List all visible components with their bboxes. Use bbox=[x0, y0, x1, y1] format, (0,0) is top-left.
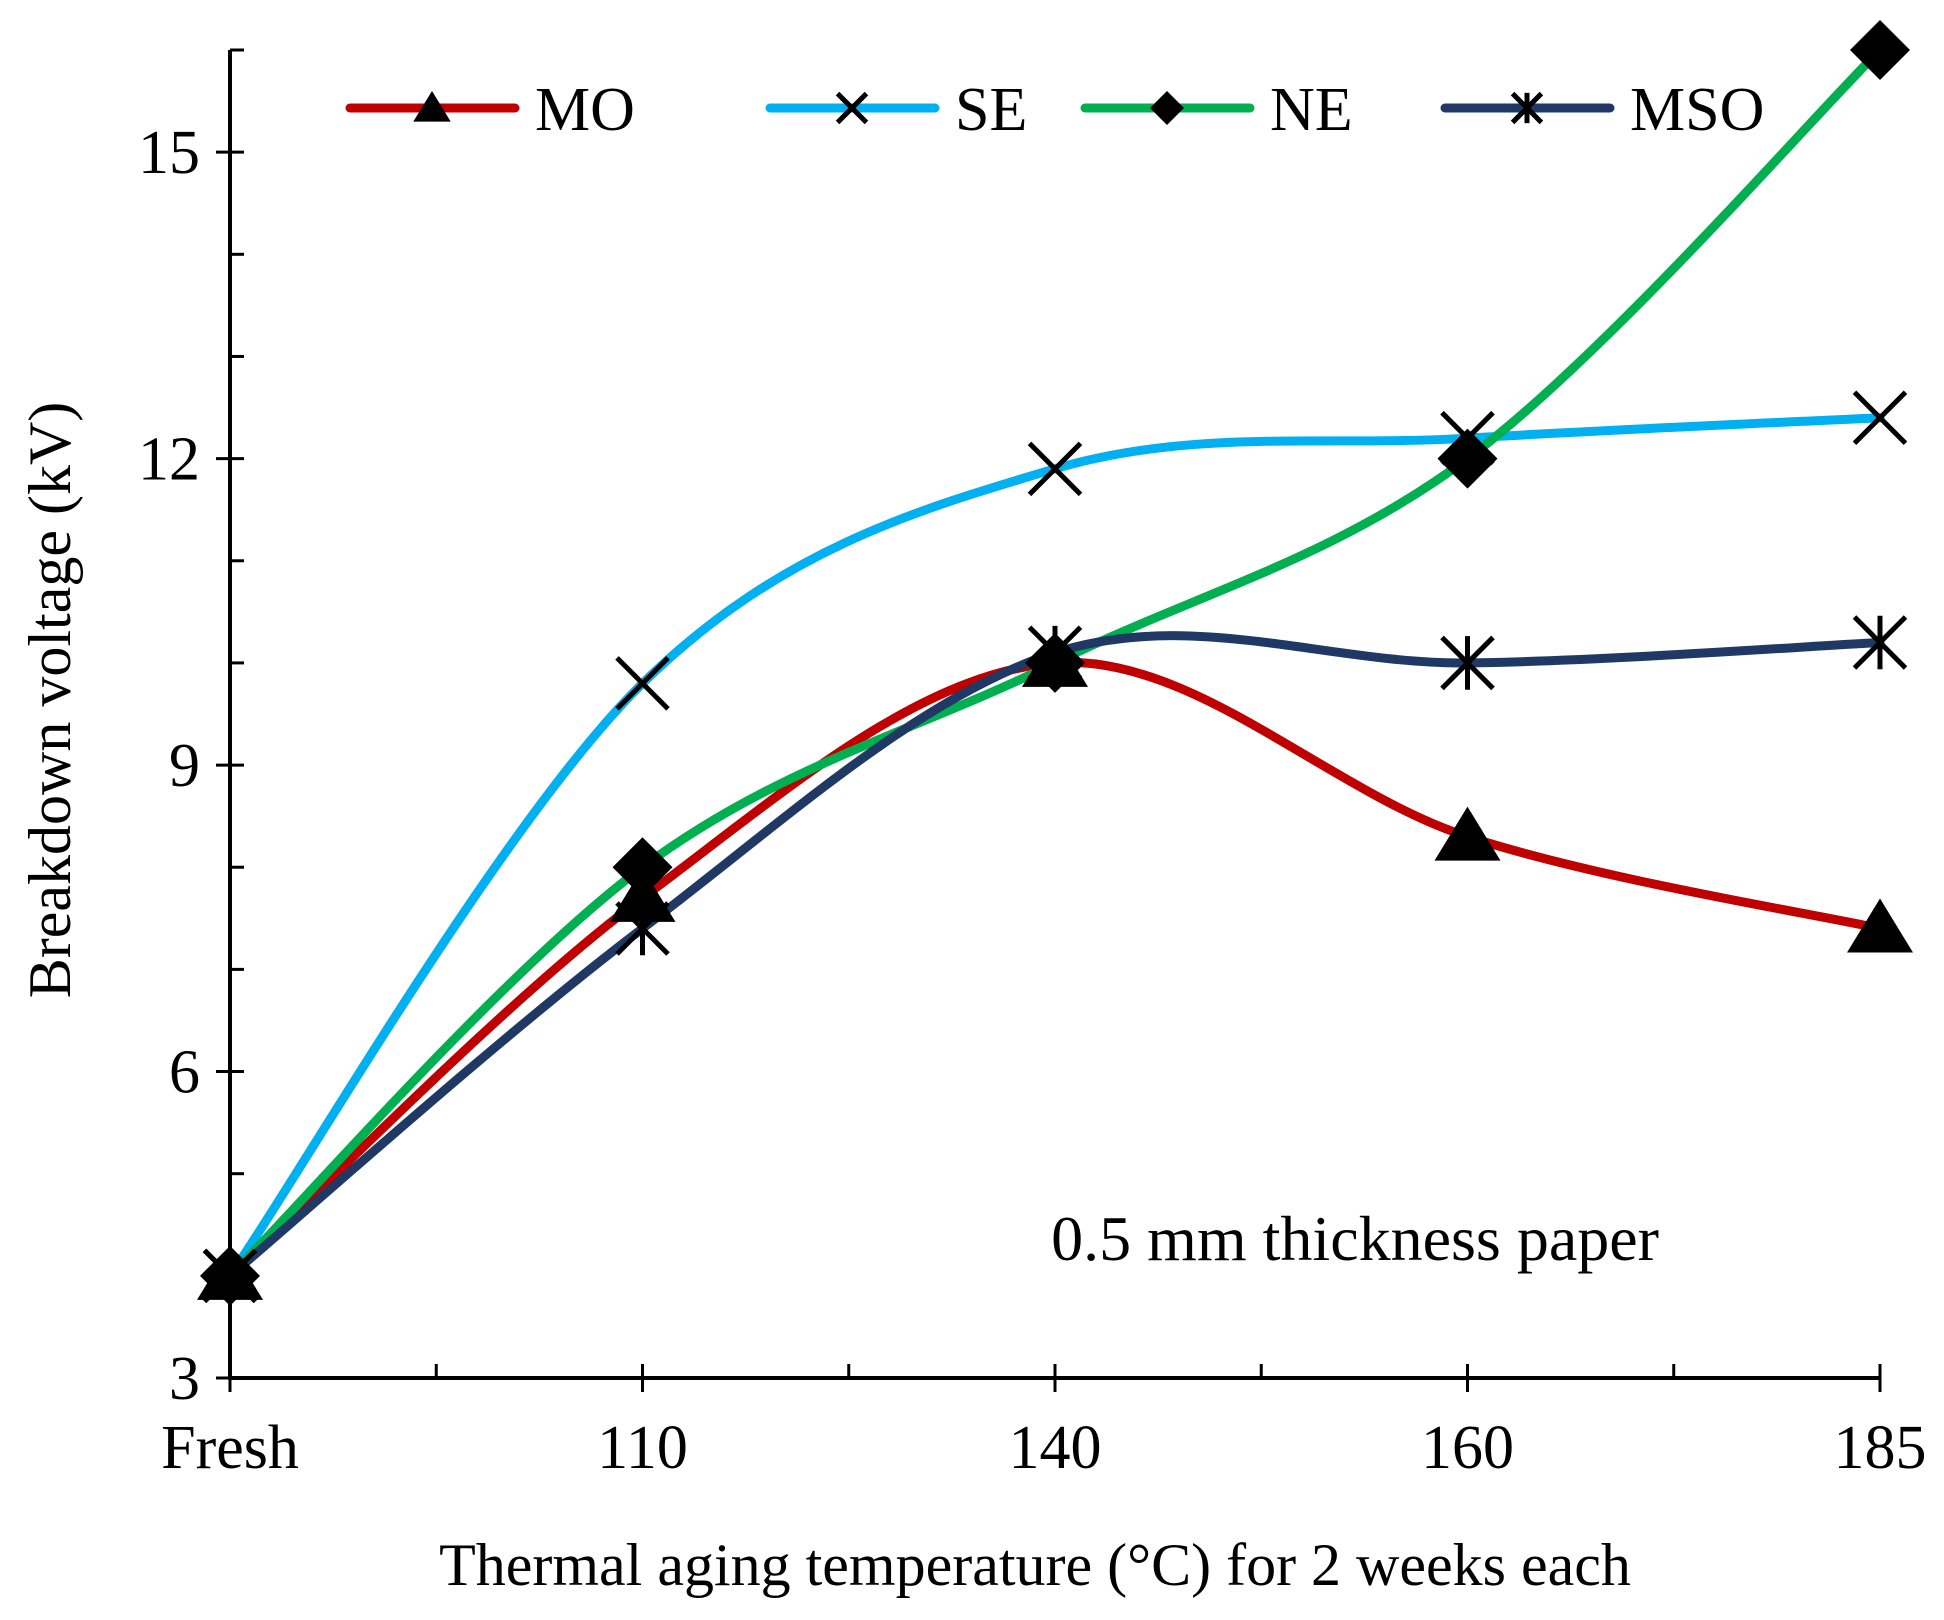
x-axis-title: Thermal aging temperature (°C) for 2 wee… bbox=[439, 1532, 1631, 1598]
legend-label: NE bbox=[1270, 76, 1353, 144]
data-point-mso-140 bbox=[1027, 625, 1083, 680]
legend-item-mso: MSO bbox=[1440, 76, 1764, 144]
chart-annotation: 0.5 mm thickness paper bbox=[1051, 1203, 1659, 1274]
legend-item-se: SE bbox=[765, 76, 1027, 144]
legend-label: MSO bbox=[1630, 76, 1764, 144]
legend-item-ne: NE bbox=[1080, 76, 1353, 144]
x-tick-label: 185 bbox=[1834, 1414, 1927, 1482]
axes bbox=[228, 50, 1880, 1380]
y-tick-label: 3 bbox=[169, 1345, 200, 1413]
y-tick-label: 6 bbox=[169, 1039, 200, 1107]
data-point-mso-185 bbox=[1852, 615, 1908, 670]
legend-marker bbox=[835, 91, 869, 125]
data-point-ne-160 bbox=[1437, 428, 1498, 489]
series-line-mso bbox=[225, 631, 1885, 1281]
data-point-se-185 bbox=[1852, 390, 1908, 446]
x-tick-label: Fresh bbox=[161, 1414, 299, 1482]
x-tick-label: 160 bbox=[1421, 1414, 1514, 1482]
legend-label: MO bbox=[535, 76, 635, 144]
data-point-se-110 bbox=[615, 656, 670, 711]
marker-layer bbox=[197, 20, 1913, 1306]
legend-item-mo: MO bbox=[345, 76, 635, 144]
data-point-ne-185 bbox=[1850, 20, 1910, 80]
data-point-mso-160 bbox=[1440, 635, 1495, 691]
legend-marker bbox=[1150, 91, 1184, 125]
legend-marker bbox=[413, 91, 451, 122]
data-point-mso-110 bbox=[615, 901, 670, 956]
legend: MO SE NE MSO bbox=[345, 76, 1764, 144]
data-point-ne-110 bbox=[612, 837, 673, 898]
y-tick-label: 12 bbox=[138, 426, 200, 494]
y-axis-title: Breakdown voltage (kV) bbox=[17, 402, 83, 998]
y-tick-label: 15 bbox=[138, 119, 200, 187]
data-point-mo-185 bbox=[1847, 898, 1913, 953]
legend-marker bbox=[1510, 91, 1544, 125]
data-point-se-140 bbox=[1027, 441, 1083, 497]
x-tick-label: 110 bbox=[597, 1414, 688, 1482]
x-tick-label: 140 bbox=[1009, 1414, 1102, 1482]
y-tick-label: 9 bbox=[169, 732, 200, 800]
legend-label: SE bbox=[955, 76, 1027, 144]
series-line-mo bbox=[225, 657, 1885, 1281]
ticks: 3 6 9 12 15 Fresh 110 140 160 185 bbox=[138, 48, 1927, 1482]
series-line-se bbox=[225, 413, 1885, 1281]
data-point-mo-160 bbox=[1434, 806, 1501, 861]
